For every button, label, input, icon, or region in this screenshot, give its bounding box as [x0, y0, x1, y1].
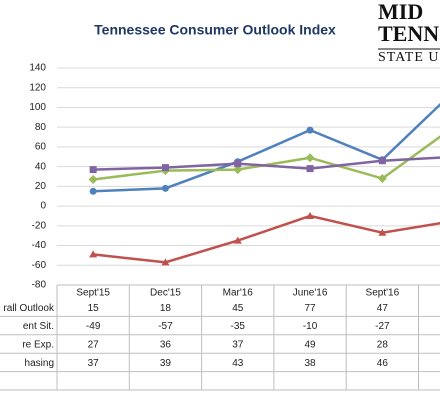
point — [378, 228, 387, 236]
row-label: hasing — [25, 358, 54, 369]
table-cell: 43 — [232, 358, 244, 369]
y-tick-label: 20 — [35, 181, 47, 192]
series-line — [93, 102, 440, 193]
row-label: rall Outlook — [3, 303, 55, 314]
table-cell: 27 — [88, 340, 100, 351]
point — [161, 184, 169, 192]
point — [234, 160, 242, 168]
table-cell: 45 — [232, 303, 244, 314]
point — [88, 174, 98, 184]
y-tick-label: -60 — [32, 260, 47, 271]
point — [377, 173, 387, 183]
series-line — [93, 156, 440, 171]
y-tick-label: -40 — [32, 240, 47, 251]
y-tick-label: 40 — [35, 161, 47, 172]
x-tick-label: Dec'15 — [150, 288, 181, 299]
table-cell: 77 — [304, 303, 316, 314]
point — [161, 164, 169, 172]
logo-text: STATE UNI — [378, 50, 440, 65]
x-tick-label: Sept'15 — [76, 288, 110, 299]
point — [378, 157, 386, 165]
point — [305, 153, 315, 163]
table-cell: 47 — [377, 303, 389, 314]
series-line — [92, 135, 440, 181]
table-cell: 49 — [304, 340, 316, 351]
chart-title: Tennessee Consumer Outlook Index — [94, 22, 336, 38]
table-cell: -27 — [375, 321, 390, 332]
point — [89, 166, 97, 174]
y-tick-label: 120 — [29, 82, 46, 93]
point — [89, 250, 98, 258]
table-cell: 46 — [377, 358, 389, 369]
point — [89, 187, 97, 195]
row-label: re Exp. — [22, 340, 54, 351]
y-tick-label: 140 — [29, 63, 46, 74]
x-tick-label: June'16 — [293, 288, 328, 299]
table-cell: 38 — [304, 358, 316, 369]
table-cell: 18 — [160, 303, 172, 314]
table-cell: -49 — [86, 321, 101, 332]
y-tick-label: 100 — [29, 102, 46, 113]
point — [161, 258, 170, 266]
point — [306, 165, 314, 173]
point — [306, 211, 315, 219]
table-cell: 39 — [160, 358, 172, 369]
table-cell: 37 — [232, 340, 244, 351]
table-cell: -35 — [231, 321, 246, 332]
logo-text: TENN — [378, 21, 439, 46]
point — [306, 126, 314, 134]
series-line — [93, 214, 440, 264]
y-tick-label: -20 — [32, 220, 47, 231]
y-tick-label: 80 — [35, 122, 47, 133]
x-tick-label: Mar'16 — [223, 288, 254, 299]
row-label: ent Sit. — [23, 321, 54, 332]
table-cell: 37 — [88, 358, 100, 369]
table-cell: 36 — [160, 340, 172, 351]
x-tick-label: Sept'16 — [366, 288, 400, 299]
logo-text: MID — [378, 0, 423, 24]
point — [233, 236, 242, 244]
point — [233, 165, 243, 175]
table-cell: -57 — [158, 321, 173, 332]
y-tick-label: -80 — [32, 280, 47, 291]
y-tick-label: 0 — [40, 201, 46, 212]
table-cell: -10 — [303, 321, 318, 332]
table-cell: 15 — [88, 303, 100, 314]
table-cell: 28 — [377, 340, 389, 351]
y-tick-label: 60 — [35, 142, 47, 153]
